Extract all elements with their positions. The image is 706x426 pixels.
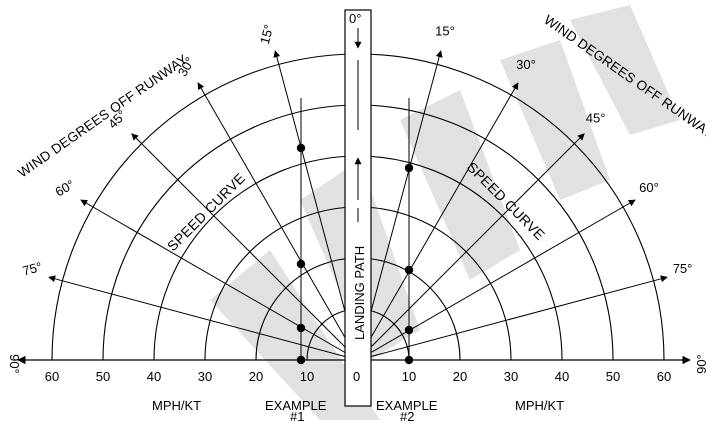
speed-label-right-50: 50 — [606, 369, 620, 384]
speed-label-right-40: 40 — [555, 369, 569, 384]
example-dot-8 — [405, 356, 413, 364]
unit-label-right: MPH/KT — [515, 398, 564, 413]
angle-label-right-15: 15° — [435, 23, 455, 38]
angle-label-right-75: 75° — [673, 261, 693, 276]
speed-label-left-20: 20 — [249, 369, 263, 384]
center-zero-label: 0 — [353, 369, 360, 384]
example-dot-7 — [405, 326, 413, 334]
example1-label-line2: #1 — [290, 409, 304, 421]
speed-label-right-20: 20 — [453, 369, 467, 384]
angle-label-left-75: 75° — [21, 259, 44, 279]
speed-label-left-10: 10 — [300, 369, 314, 384]
top-angle-label: 0° — [349, 11, 361, 26]
example-dot-2 — [297, 260, 305, 268]
example-dot-1 — [297, 144, 305, 152]
landing-path-label: LANDING PATH — [352, 246, 367, 340]
speed-label-right-30: 30 — [504, 369, 518, 384]
speed-label-left-30: 30 — [198, 369, 212, 384]
speed-curve-left: SPEED CURVE — [164, 170, 248, 254]
angle-label-right-90: 90° — [694, 354, 706, 374]
speed-label-left-60: 60 — [45, 369, 59, 384]
unit-label-left: MPH/KT — [152, 398, 201, 413]
speed-label-right-10: 10 — [402, 369, 416, 384]
speed-label-right-60: 60 — [657, 369, 671, 384]
angle-label-left-15: 15° — [257, 23, 277, 46]
example-dot-6 — [405, 266, 413, 274]
example-dot-3 — [297, 324, 305, 332]
title-left: WIND DEGREES OFF RUNWAY — [15, 52, 190, 181]
angle-label-left-60: 60° — [52, 177, 77, 200]
angle-label-right-60: 60° — [639, 180, 659, 195]
speed-label-left-40: 40 — [147, 369, 161, 384]
angle-label-left-90: 90° — [7, 354, 22, 374]
example2-label-line2: #2 — [400, 409, 414, 421]
example-dot-4 — [297, 356, 305, 364]
angle-label-right-30: 30° — [516, 57, 536, 72]
speed-label-left-50: 50 — [96, 369, 110, 384]
example-dot-5 — [405, 164, 413, 172]
angle-label-right-45: 45° — [586, 110, 606, 125]
